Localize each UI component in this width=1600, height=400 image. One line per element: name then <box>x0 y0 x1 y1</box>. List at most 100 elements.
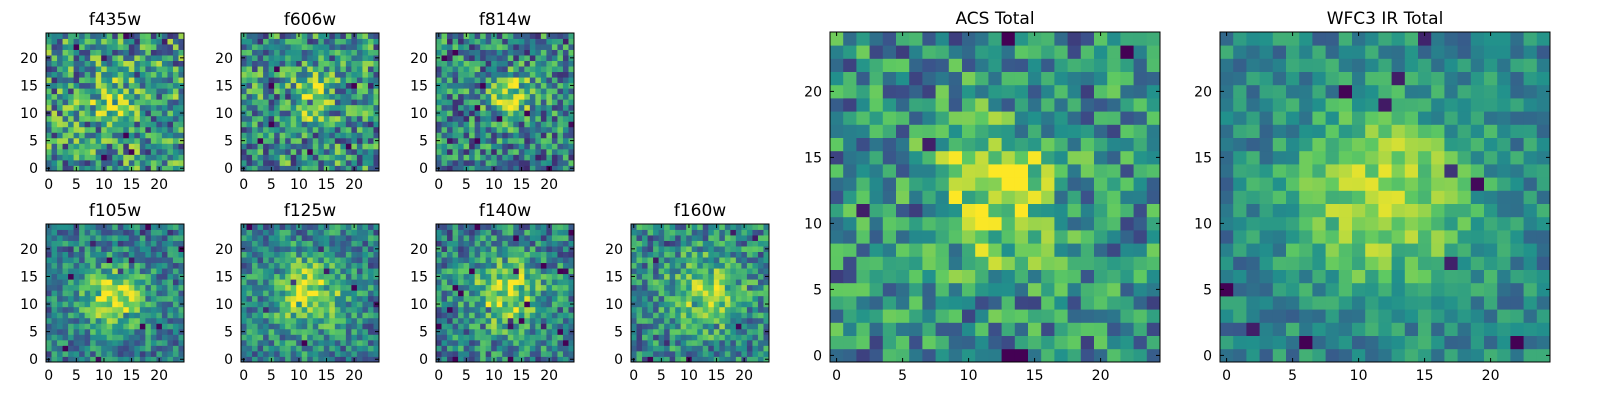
heatmap-cell <box>474 66 481 73</box>
heatmap-cell <box>452 251 459 258</box>
heatmap-cell <box>323 262 330 269</box>
heatmap-cell <box>312 339 319 346</box>
heatmap-cell <box>290 290 297 297</box>
heatmap-cell <box>491 262 498 269</box>
heatmap-cell <box>518 301 525 308</box>
heatmap-cell <box>452 356 459 363</box>
heatmap-cell <box>458 49 464 56</box>
heatmap-cell <box>150 132 157 139</box>
heatmap-cell <box>469 345 476 352</box>
heatmap-cell <box>285 121 292 128</box>
heatmap-cell <box>51 49 58 56</box>
heatmap-cell <box>145 93 152 100</box>
heatmap-cell <box>757 273 764 280</box>
heatmap-cell <box>529 356 536 363</box>
heatmap-cell <box>535 328 542 335</box>
heatmap-cell <box>485 323 492 330</box>
heatmap-cell <box>128 284 135 291</box>
heatmap-cell <box>653 301 659 308</box>
heatmap-cell <box>557 148 564 155</box>
heatmap-cell <box>463 229 470 236</box>
heatmap-cell <box>84 104 91 111</box>
heatmap-cell <box>631 268 637 275</box>
heatmap-cell <box>252 148 258 155</box>
heatmap-cell <box>642 356 648 363</box>
heatmap-cell <box>518 126 525 133</box>
heatmap-cell <box>268 143 275 150</box>
heatmap-cell <box>546 154 553 161</box>
heatmap-cell <box>551 82 558 89</box>
heatmap-cell <box>463 284 470 291</box>
heatmap-cell <box>686 268 693 275</box>
y-tick-label: 20 <box>605 242 623 258</box>
heatmap-cell <box>128 251 135 258</box>
heatmap-cell <box>68 350 74 357</box>
heatmap-cell <box>436 88 442 95</box>
heatmap-cell <box>518 268 525 275</box>
heatmap-cell <box>73 60 80 67</box>
heatmap-cell <box>763 224 770 230</box>
heatmap-cell <box>1133 335 1148 350</box>
heatmap-cell <box>735 246 742 252</box>
heatmap-cell <box>1054 230 1068 244</box>
heatmap-cell <box>329 224 336 230</box>
heatmap-cell <box>301 71 308 78</box>
heatmap-cell <box>636 334 643 341</box>
heatmap-cell <box>128 240 135 247</box>
heatmap-cell <box>246 38 253 45</box>
heatmap-cell <box>101 268 108 275</box>
heatmap-cell <box>62 257 69 264</box>
heatmap-cell <box>356 33 363 39</box>
heatmap-cell <box>167 334 174 341</box>
heatmap-cell <box>318 268 325 275</box>
heatmap-cell <box>373 38 380 45</box>
heatmap-cell <box>161 312 168 319</box>
heatmap-cell <box>257 110 264 117</box>
heatmap-cell <box>340 295 347 302</box>
heatmap-cell <box>296 77 303 84</box>
heatmap-cell <box>631 262 637 269</box>
heatmap-cell <box>458 246 464 252</box>
heatmap-cell <box>546 66 553 73</box>
heatmap-cell <box>496 290 503 297</box>
heatmap-cell <box>345 88 352 95</box>
heatmap-cell <box>469 273 476 280</box>
heatmap-cell <box>340 44 347 50</box>
heatmap-cell <box>502 224 509 230</box>
heatmap-cell <box>675 345 682 352</box>
heatmap-cell <box>68 71 74 78</box>
heatmap-cell <box>502 301 509 308</box>
heatmap-cell <box>62 235 69 241</box>
heatmap-cell <box>51 235 58 241</box>
heatmap-cell <box>285 154 292 161</box>
heatmap-cell <box>318 55 325 61</box>
heatmap-cell <box>702 317 709 324</box>
heatmap-cell <box>730 262 737 269</box>
heatmap-cell <box>724 268 731 275</box>
heatmap-cell <box>252 317 258 324</box>
heatmap-cell <box>922 296 936 310</box>
heatmap-cell <box>452 317 459 324</box>
heatmap-cell <box>318 82 325 89</box>
heatmap-cell <box>46 126 52 133</box>
heatmap-cell <box>145 268 152 275</box>
heatmap-cell <box>329 312 336 319</box>
heatmap-cell <box>452 301 459 308</box>
heatmap-cell <box>307 246 314 252</box>
heatmap-cell <box>57 328 63 335</box>
heatmap-cell <box>535 137 542 144</box>
heatmap-cell <box>345 77 352 84</box>
heatmap-cell <box>167 317 174 324</box>
heatmap-cell <box>301 339 308 346</box>
heatmap-cell <box>669 328 676 335</box>
heatmap-cell <box>746 235 753 241</box>
heatmap-cell <box>257 126 264 133</box>
heatmap-cell <box>334 251 341 258</box>
heatmap-cell <box>896 177 910 191</box>
heatmap-cell <box>274 290 281 297</box>
heatmap-cell <box>988 335 1002 350</box>
heatmap-cell <box>535 279 542 286</box>
heatmap-cell <box>106 273 113 280</box>
heatmap-cell <box>263 110 269 117</box>
